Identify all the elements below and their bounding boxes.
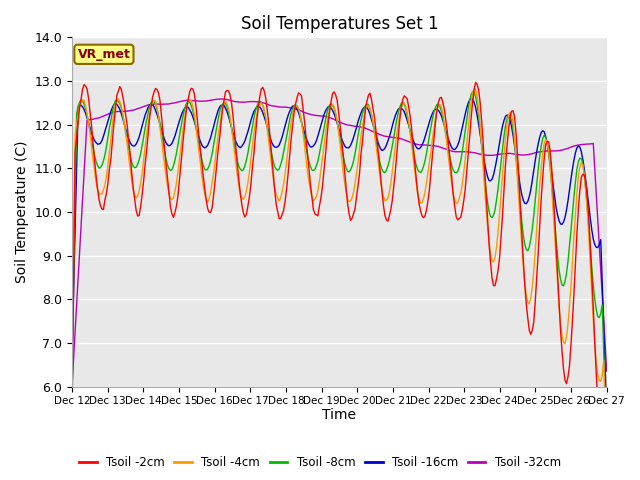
Tsoil -16cm (255, 103, 262, 109)
Tsoil -16cm (467, 96, 475, 101)
Tsoil -4cm (246, 170, 253, 176)
Tsoil -16cm (246, 123, 253, 129)
Tsoil -8cm (603, 441, 611, 446)
Tsoil -32cm (256, 99, 264, 105)
Tsoil -16cm (575, 143, 582, 149)
Tsoil -32cm (247, 99, 255, 105)
Tsoil -2cm (472, 80, 479, 85)
Tsoil -32cm (575, 142, 582, 148)
Tsoil -32cm (134, 106, 141, 111)
Title: Soil Temperatures Set 1: Soil Temperatures Set 1 (241, 15, 438, 33)
Tsoil -8cm (469, 89, 477, 95)
Tsoil -2cm (228, 100, 236, 106)
X-axis label: Time: Time (323, 408, 356, 422)
Tsoil -32cm (303, 110, 311, 116)
Line: Tsoil -32cm: Tsoil -32cm (72, 99, 607, 384)
Tsoil -16cm (134, 138, 141, 144)
Line: Tsoil -2cm: Tsoil -2cm (72, 83, 607, 463)
Tsoil -4cm (302, 156, 310, 161)
Tsoil -8cm (575, 159, 582, 165)
Tsoil -2cm (575, 205, 582, 211)
Tsoil -4cm (228, 124, 236, 130)
Tsoil -2cm (302, 133, 310, 139)
Tsoil -2cm (255, 105, 262, 110)
Tsoil -2cm (68, 405, 76, 410)
Text: VR_met: VR_met (77, 48, 131, 61)
Tsoil -8cm (302, 144, 310, 150)
Tsoil -4cm (134, 193, 141, 199)
Tsoil -32cm (603, 368, 611, 374)
Tsoil -2cm (246, 194, 253, 200)
Tsoil -8cm (255, 100, 262, 106)
Tsoil -16cm (228, 124, 236, 130)
Tsoil -16cm (302, 134, 310, 140)
Tsoil -4cm (575, 173, 582, 179)
Tsoil -8cm (68, 347, 76, 352)
Legend: Tsoil -2cm, Tsoil -4cm, Tsoil -8cm, Tsoil -16cm, Tsoil -32cm: Tsoil -2cm, Tsoil -4cm, Tsoil -8cm, Tsoi… (74, 452, 566, 474)
Tsoil -4cm (603, 463, 611, 468)
Line: Tsoil -16cm: Tsoil -16cm (72, 98, 607, 412)
Line: Tsoil -4cm: Tsoil -4cm (72, 88, 607, 466)
Tsoil -4cm (255, 105, 262, 110)
Tsoil -8cm (134, 161, 141, 167)
Tsoil -16cm (603, 409, 611, 415)
Tsoil -32cm (68, 381, 76, 387)
Tsoil -2cm (134, 213, 141, 219)
Tsoil -4cm (68, 345, 76, 350)
Tsoil -8cm (228, 125, 236, 131)
Tsoil -32cm (217, 96, 225, 102)
Tsoil -32cm (229, 98, 237, 104)
Y-axis label: Soil Temperature (C): Soil Temperature (C) (15, 141, 29, 283)
Line: Tsoil -8cm: Tsoil -8cm (72, 92, 607, 444)
Tsoil -4cm (470, 85, 478, 91)
Tsoil -16cm (68, 347, 76, 353)
Tsoil -2cm (603, 460, 611, 466)
Tsoil -8cm (246, 142, 253, 148)
